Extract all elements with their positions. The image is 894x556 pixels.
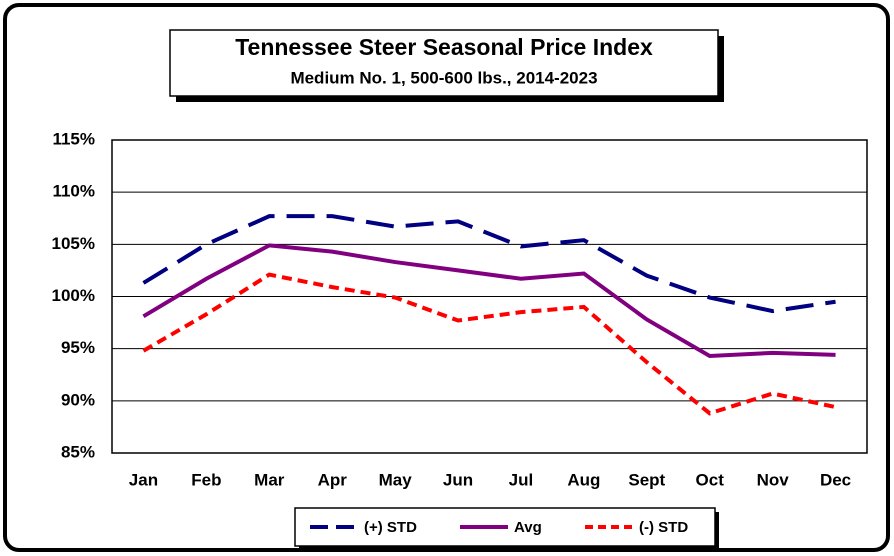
y-tick-label: 90%: [61, 390, 95, 409]
y-tick-label: 95%: [61, 338, 95, 357]
y-tick-label: 100%: [52, 286, 95, 305]
y-tick-label: 115%: [52, 129, 95, 148]
legend-label: Avg: [514, 519, 542, 536]
series-line: [142, 243, 836, 358]
x-tick-label: Dec: [820, 470, 851, 489]
chart-title: Tennessee Steer Seasonal Price Index: [235, 34, 653, 60]
y-tick-label: 105%: [52, 234, 95, 253]
y-tick-label: 85%: [61, 442, 95, 461]
legend-label: (-) STD: [639, 519, 688, 536]
legend-box: [294, 507, 716, 547]
series-line: [142, 214, 836, 314]
x-tick-label: Sept: [628, 470, 665, 489]
series-line: [142, 272, 836, 416]
x-tick-label: Mar: [254, 470, 285, 489]
y-tick-label: 110%: [52, 182, 95, 201]
x-tick-label: May: [379, 470, 413, 489]
chart-subtitle: Medium No. 1, 500-600 lbs., 2014-2023: [290, 68, 597, 87]
x-tick-label: Jan: [129, 470, 158, 489]
x-tick-label: Feb: [191, 470, 221, 489]
legend-label: (+) STD: [364, 519, 417, 536]
x-tick-label: Aug: [567, 470, 600, 489]
x-tick-label: Jun: [443, 470, 473, 489]
x-tick-label: Oct: [696, 470, 725, 489]
title-box: [169, 29, 719, 97]
x-tick-label: Jul: [509, 470, 534, 489]
x-tick-label: Nov: [757, 470, 790, 489]
x-tick-label: Apr: [318, 470, 348, 489]
